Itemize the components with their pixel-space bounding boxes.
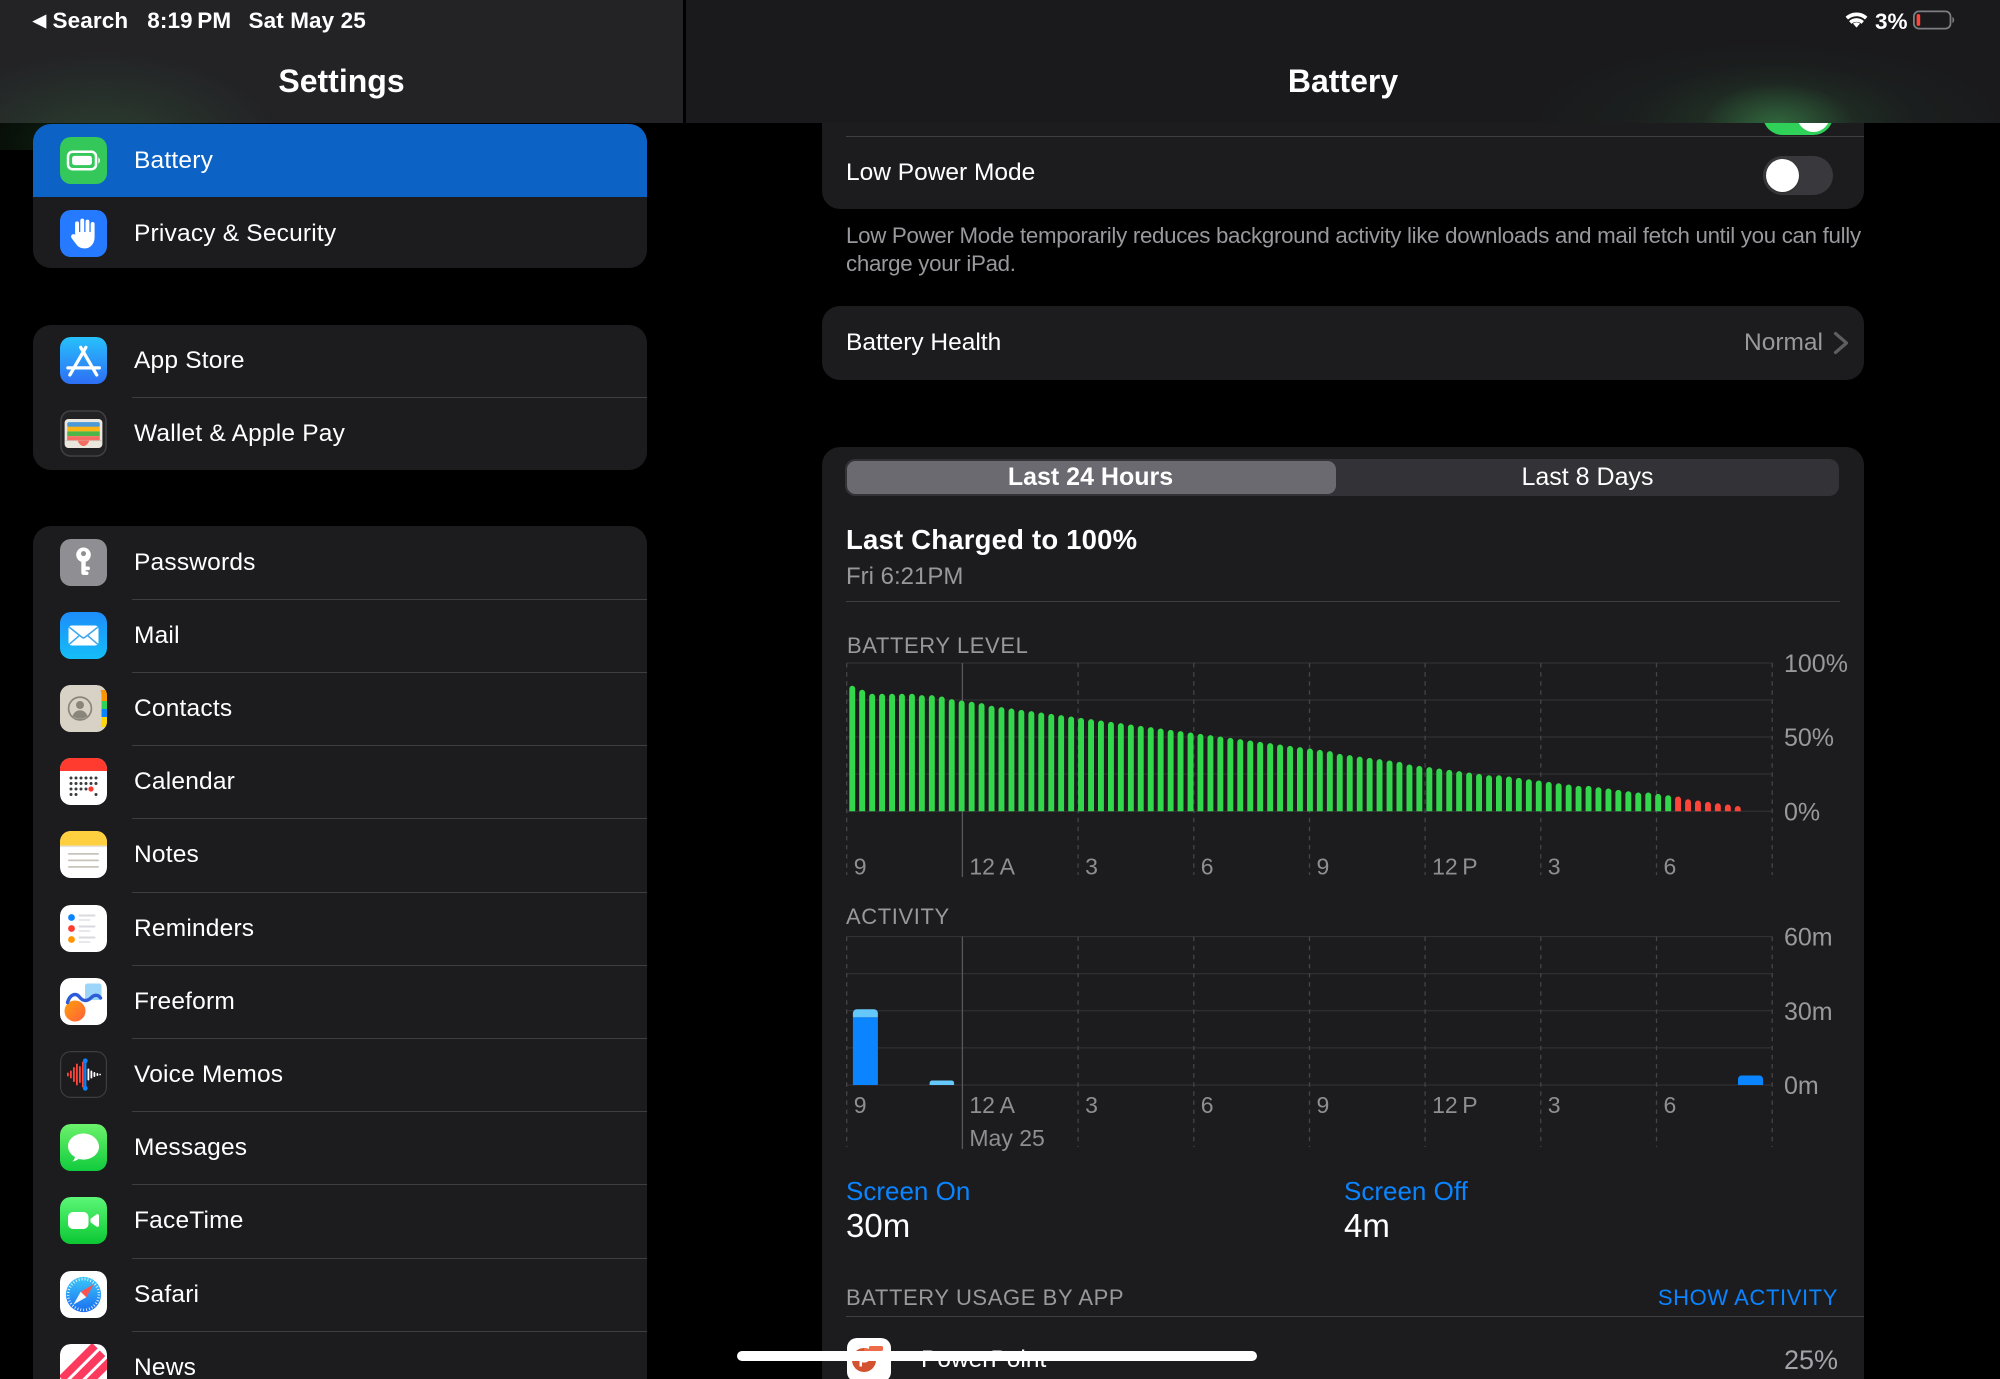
svg-text:9: 9: [1317, 1092, 1330, 1118]
svg-text:60m: 60m: [1784, 924, 1833, 952]
svg-text:6: 6: [1201, 1092, 1214, 1118]
svg-text:12 P: 12 P: [1432, 854, 1478, 880]
svg-text:3: 3: [1548, 854, 1561, 880]
svg-text:6: 6: [1201, 854, 1214, 880]
svg-text:30m: 30m: [1784, 998, 1833, 1026]
svg-text:9: 9: [854, 854, 867, 880]
svg-text:12 P: 12 P: [1432, 1092, 1478, 1118]
svg-text:0m: 0m: [1784, 1072, 1819, 1100]
svg-text:6: 6: [1664, 1092, 1677, 1118]
svg-text:9: 9: [854, 1092, 867, 1118]
svg-text:50%: 50%: [1784, 724, 1834, 752]
svg-text:100%: 100%: [1784, 650, 1848, 678]
svg-text:3: 3: [1085, 854, 1098, 880]
svg-text:3: 3: [1085, 1092, 1098, 1118]
svg-text:3: 3: [1548, 1092, 1561, 1118]
svg-text:12 A: 12 A: [969, 1092, 1015, 1118]
svg-text:9: 9: [1317, 854, 1330, 880]
svg-text:6: 6: [1664, 854, 1677, 880]
svg-text:P: P: [858, 1352, 869, 1371]
svg-text:May 25: May 25: [969, 1125, 1044, 1151]
svg-text:0%: 0%: [1784, 798, 1820, 826]
svg-text:12 A: 12 A: [969, 854, 1015, 880]
